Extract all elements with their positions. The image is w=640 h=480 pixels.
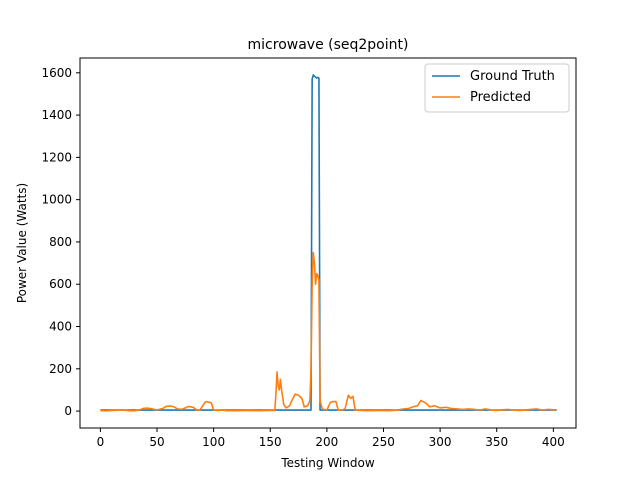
y-tick-label: 800 (49, 235, 72, 249)
y-tick-label: 600 (49, 277, 72, 291)
y-axis-label: Power Value (Watts) (15, 183, 29, 303)
y-tick-label: 1400 (41, 108, 72, 122)
legend-label-ground-truth: Ground Truth (470, 69, 555, 84)
y-axis-ticks: 0 200 400 600 800 1000 1200 1400 1600 (41, 66, 80, 418)
legend-label-predicted: Predicted (470, 90, 531, 105)
x-tick-label: 0 (97, 435, 105, 449)
chart-title: microwave (seq2point) (248, 37, 409, 53)
x-tick-label: 350 (485, 435, 508, 449)
y-tick-label: 1200 (41, 150, 72, 164)
x-tick-label: 200 (315, 435, 338, 449)
series-layer (100, 74, 557, 412)
x-tick-label: 100 (202, 435, 225, 449)
y-tick-label: 400 (49, 320, 72, 334)
x-tick-label: 50 (149, 435, 164, 449)
y-tick-label: 1600 (41, 66, 72, 80)
legend-box (424, 63, 570, 113)
x-tick-label: 300 (429, 435, 452, 449)
x-axis-ticks: 0 50 100 150 200 250 300 350 400 (97, 428, 565, 449)
plot-area (79, 57, 577, 429)
plot-frame (79, 57, 577, 429)
series-line-ground-truth (100, 74, 557, 411)
x-tick-label: 250 (372, 435, 395, 449)
series-line-predicted (100, 251, 557, 412)
x-tick-label: 400 (542, 435, 565, 449)
y-tick-label: 200 (49, 362, 72, 376)
legend: Ground Truth Predicted (424, 63, 570, 113)
x-axis-label: Testing Window (280, 456, 375, 470)
y-tick-label: 1000 (41, 193, 72, 207)
x-tick-label: 150 (259, 435, 282, 449)
y-tick-label: 0 (64, 404, 72, 418)
